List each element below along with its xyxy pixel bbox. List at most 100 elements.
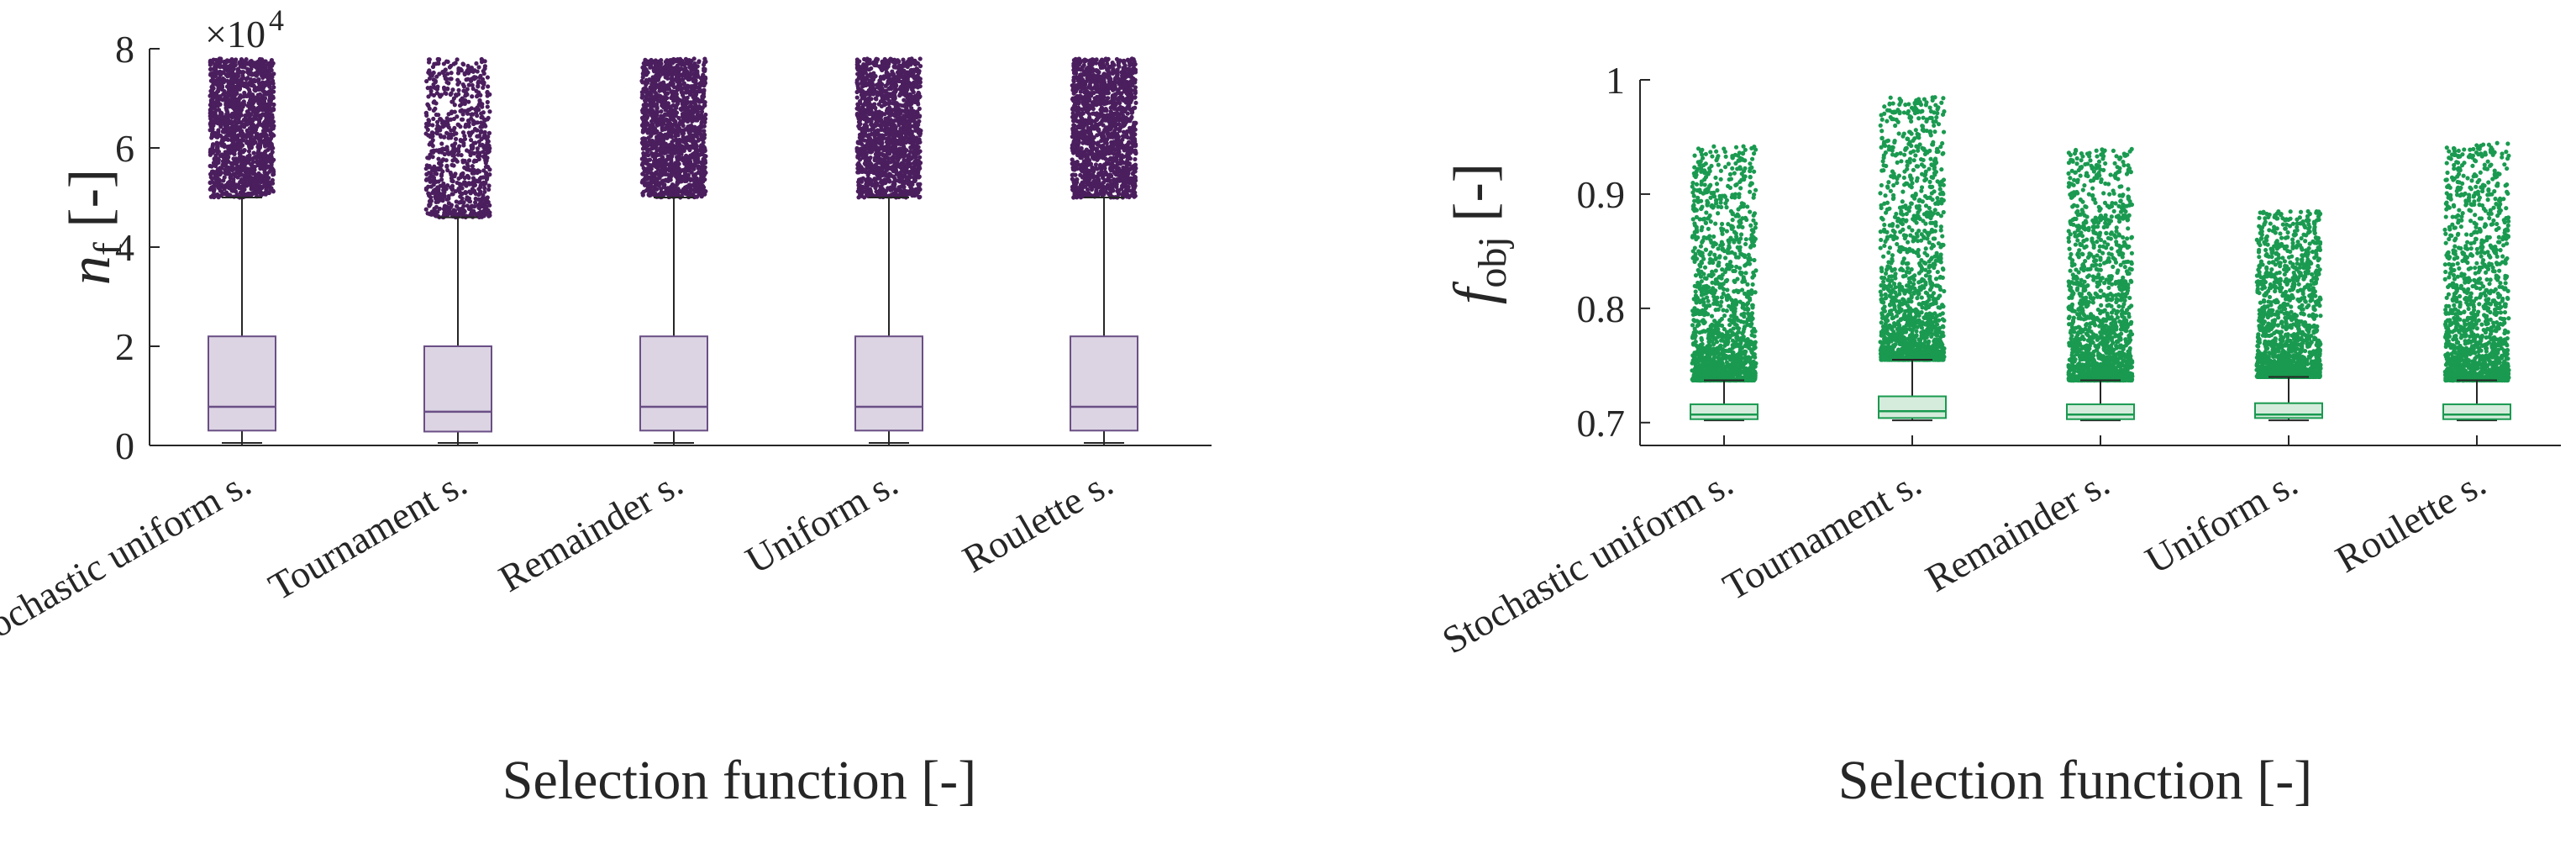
outlier-point xyxy=(887,113,892,119)
outlier-point xyxy=(451,143,456,148)
outlier-point xyxy=(466,82,471,87)
outlier-point xyxy=(247,153,252,158)
outlier-point xyxy=(874,97,879,102)
outlier-point xyxy=(233,62,238,68)
outlier-point xyxy=(455,77,460,82)
outlier-point xyxy=(689,177,694,182)
outlier-point xyxy=(271,94,276,99)
outlier-point xyxy=(431,116,436,122)
outlier-point xyxy=(260,107,265,113)
outlier-point xyxy=(659,172,665,177)
outlier-point xyxy=(267,91,272,96)
outlier-point xyxy=(640,116,645,121)
outlier-point xyxy=(682,61,687,66)
outlier-point xyxy=(244,93,250,99)
outlier-point xyxy=(485,150,491,155)
outlier-point xyxy=(873,105,878,111)
outlier-point xyxy=(255,162,260,168)
outlier-point xyxy=(244,134,249,140)
outlier-point xyxy=(452,109,457,114)
outlier-point xyxy=(482,197,487,203)
outlier-point xyxy=(210,106,216,111)
outlier-point xyxy=(267,169,272,174)
outlier-point xyxy=(261,166,266,171)
outlier-point xyxy=(218,70,223,75)
outlier-point xyxy=(248,94,253,100)
outlier-point xyxy=(431,82,436,87)
outlier-point xyxy=(473,107,478,112)
outlier-point xyxy=(480,76,486,82)
outlier-point xyxy=(681,123,686,129)
outlier-point xyxy=(476,65,481,70)
outlier-point xyxy=(258,103,263,108)
outlier-point xyxy=(262,63,268,69)
outlier-point xyxy=(254,64,260,69)
outlier-point xyxy=(481,213,486,219)
outlier-point xyxy=(256,77,261,82)
outlier-point xyxy=(683,56,689,61)
outlier-point xyxy=(238,132,243,138)
outlier-point xyxy=(213,177,218,182)
outlier-point xyxy=(882,112,887,117)
outlier-point xyxy=(219,64,225,69)
outlier-point xyxy=(700,95,705,100)
outlier-point xyxy=(260,66,265,72)
outlier-point xyxy=(661,183,667,188)
outlier-point xyxy=(696,158,701,163)
outlier-point xyxy=(215,134,220,140)
outlier-point xyxy=(652,87,657,92)
outlier-point xyxy=(461,88,466,93)
outlier-point xyxy=(441,213,447,218)
outlier-point xyxy=(650,117,656,122)
outlier-point xyxy=(700,166,705,171)
outlier-point xyxy=(479,103,484,108)
outlier-point xyxy=(670,82,676,87)
outlier-point xyxy=(229,84,234,89)
outlier-point xyxy=(220,76,226,82)
outlier-point xyxy=(482,186,487,191)
outlier-point xyxy=(675,79,680,84)
outlier-point xyxy=(208,124,213,129)
outlier-point xyxy=(485,93,490,98)
outlier-point xyxy=(694,186,699,191)
outlier-point xyxy=(656,75,661,80)
outlier-point xyxy=(670,74,675,79)
outlier-point xyxy=(460,138,465,143)
outlier-point xyxy=(210,71,215,76)
outlier-point xyxy=(670,61,676,66)
outlier-point xyxy=(456,87,461,93)
outlier-point xyxy=(271,89,276,94)
outlier-point xyxy=(259,62,264,67)
outlier-point xyxy=(864,182,869,187)
outlier-point xyxy=(224,124,229,129)
outlier-point xyxy=(270,132,275,137)
outlier-point xyxy=(662,127,667,132)
outlier-point xyxy=(235,106,240,111)
outlier-point xyxy=(481,154,486,159)
outlier-point xyxy=(208,180,213,186)
outlier-point xyxy=(446,201,451,206)
outlier-point xyxy=(432,148,437,154)
outlier-point xyxy=(431,70,436,76)
outlier-point xyxy=(482,130,487,136)
outlier-point xyxy=(681,137,686,142)
outlier-point xyxy=(662,65,667,70)
outlier-point xyxy=(691,90,697,95)
outlier-point xyxy=(255,172,260,178)
outlier-point xyxy=(471,75,477,80)
outlier-point xyxy=(243,113,248,118)
outlier-point xyxy=(215,180,220,185)
outlier-point xyxy=(470,112,475,117)
outlier-point xyxy=(902,109,907,114)
outlier-point xyxy=(214,142,219,147)
outlier-point xyxy=(444,116,449,121)
outlier-point xyxy=(229,59,234,64)
outlier-point xyxy=(269,80,274,85)
outlier-point xyxy=(911,89,916,95)
outlier-point xyxy=(233,92,239,97)
outlier-point xyxy=(260,59,266,64)
outlier-point xyxy=(670,124,675,129)
outlier-point xyxy=(697,82,702,87)
outlier-point xyxy=(476,179,482,184)
outlier-point xyxy=(251,123,256,128)
